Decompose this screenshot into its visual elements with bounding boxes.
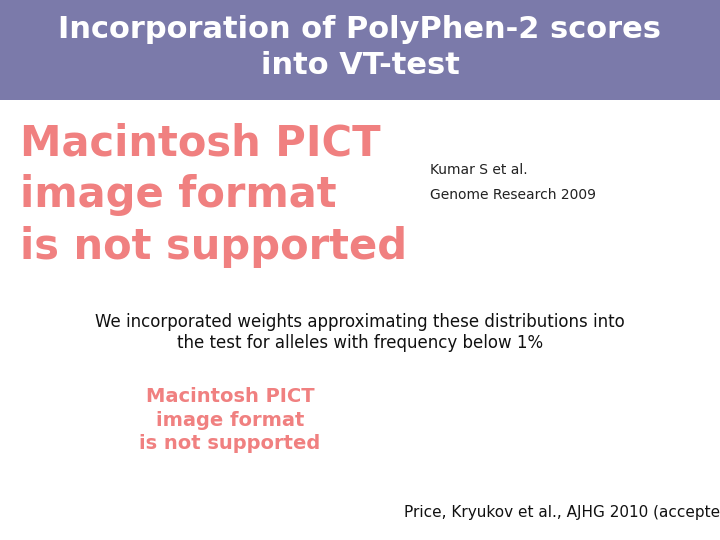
Text: Incorporation of PolyPhen-2 scores: Incorporation of PolyPhen-2 scores (58, 16, 662, 44)
Text: Price, Kryukov et al., AJHG 2010 (accepted): Price, Kryukov et al., AJHG 2010 (accept… (404, 504, 720, 519)
Text: the test for alleles with frequency below 1%: the test for alleles with frequency belo… (177, 334, 543, 352)
Text: Macintosh PICT
image format
is not supported: Macintosh PICT image format is not suppo… (140, 387, 320, 453)
Text: Macintosh PICT
image format
is not supported: Macintosh PICT image format is not suppo… (20, 122, 407, 268)
Text: Genome Research 2009: Genome Research 2009 (430, 188, 596, 202)
Text: We incorporated weights approximating these distributions into: We incorporated weights approximating th… (95, 313, 625, 331)
Text: into VT-test: into VT-test (261, 51, 459, 79)
Text: Kumar S et al.: Kumar S et al. (430, 163, 528, 177)
Bar (0, 0, 720, 100)
